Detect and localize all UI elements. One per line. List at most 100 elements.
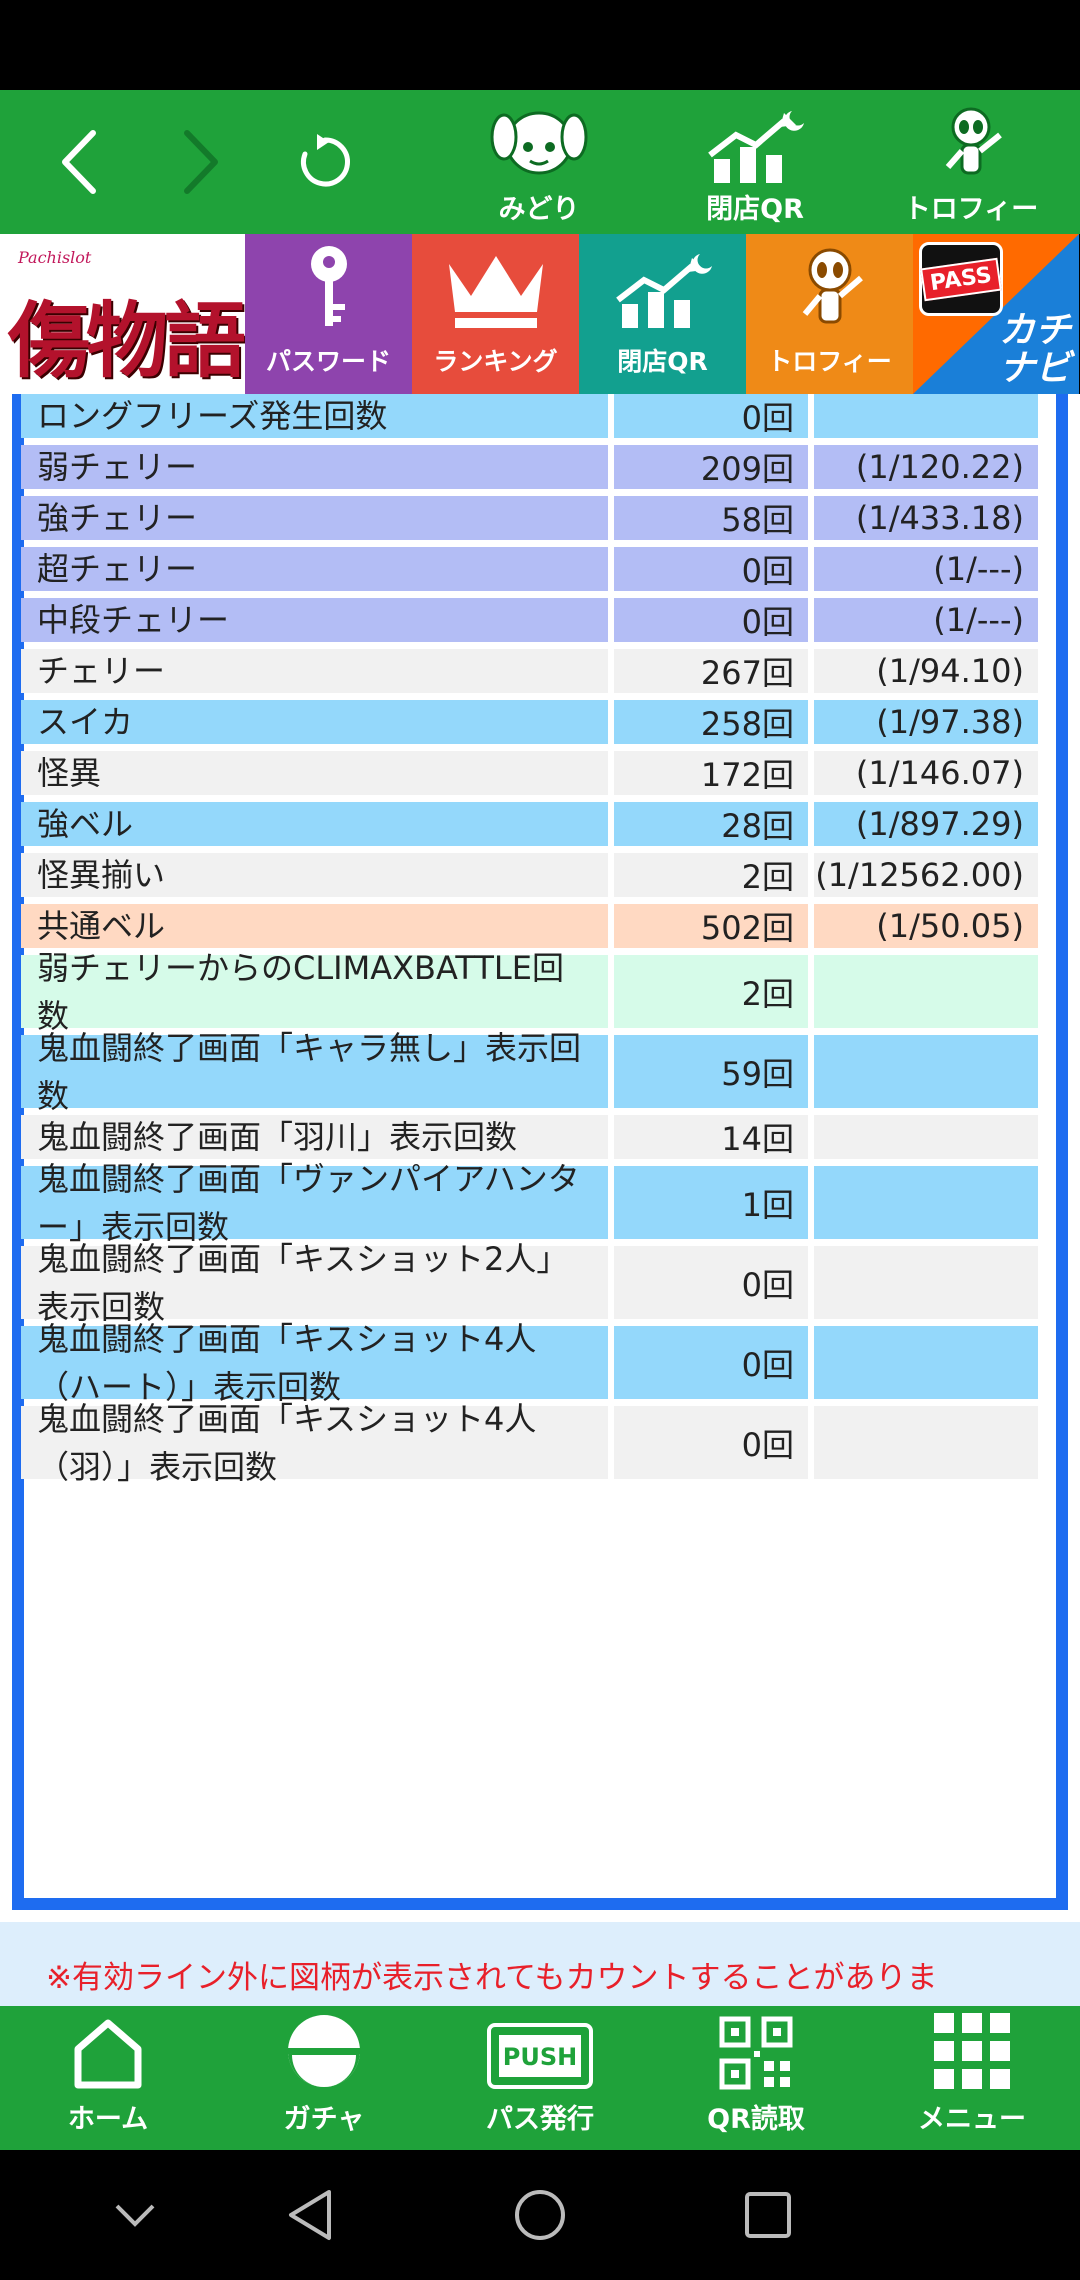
system-home-button[interactable] — [500, 2150, 580, 2280]
table-row: ロングフリーズ発生回数 0回 — [21, 394, 1057, 438]
bottom-nav: ホーム ガチャ PUSH パス発行 QR読取 メニュー — [0, 2006, 1080, 2150]
system-recents-button[interactable] — [728, 2150, 808, 2280]
row-count: 0回 — [614, 394, 808, 438]
table-row: 怪異 172回 (1/146.07) — [21, 751, 1057, 795]
trophy-label: トロフィー — [903, 194, 1039, 225]
row-label: ロングフリーズ発生回数 — [21, 394, 608, 438]
row-count: 0回 — [614, 1406, 808, 1479]
stats-table: ロングフリーズ発生回数 0回 弱チェリー 209回 (1/120.22) 強チェリー 58回… — [21, 394, 1057, 1486]
row-count: 14回 — [614, 1115, 808, 1159]
closing-qr-tile-label: 閉店QR — [617, 347, 708, 376]
midori-character-icon — [490, 111, 588, 175]
table-row: 強ベル 28回 (1/897.29) — [21, 802, 1057, 846]
row-label: 鬼血闘終了画面「ヴァンパイアハンター」表示回数 — [21, 1160, 608, 1246]
row-probability: (1/94.10) — [814, 649, 1038, 693]
status-bar — [0, 0, 1080, 90]
notice-text: ※有効ライン外に図柄が表示されてもカウントすることがありま — [46, 1960, 938, 1996]
row-label: 超チェリー — [21, 547, 608, 591]
system-back-button[interactable] — [270, 2150, 350, 2280]
row-count: 59回 — [614, 1035, 808, 1108]
menu-button[interactable]: メニュー — [864, 2006, 1080, 2150]
table-row: 超チェリー 0回 (1/---) — [21, 547, 1057, 591]
chart-moon-icon — [708, 111, 804, 183]
row-count: 172回 — [614, 751, 808, 795]
row-label: 強ベル — [21, 802, 608, 846]
closing-qr-button[interactable]: 閉店QR — [670, 98, 840, 234]
row-probability: (1/897.29) — [814, 802, 1038, 846]
square-recents-icon — [745, 2192, 791, 2238]
kachinavi-line2: ナビ — [998, 348, 1071, 389]
row-label: 鬼血闘終了画面「キスショット4人（羽）」表示回数 — [21, 1400, 608, 1486]
closing-qr-tile[interactable]: 閉店QR — [579, 234, 746, 394]
midori-label: みどり — [498, 194, 580, 225]
row-probability: (1/120.22) — [814, 445, 1038, 489]
row-probability — [814, 1166, 1038, 1239]
grid-menu-icon — [934, 2013, 1010, 2089]
row-probability — [814, 955, 1038, 1028]
qr-read-button[interactable]: QR読取 — [648, 2006, 864, 2150]
pass-issue-button[interactable]: PUSH パス発行 — [432, 2006, 648, 2150]
crown-icon — [448, 256, 543, 328]
row-probability: (1/433.18) — [814, 496, 1038, 540]
row-probability — [814, 1115, 1038, 1159]
table-row: チェリー 267回 (1/94.10) — [21, 649, 1057, 693]
ranking-label: ランキング — [433, 347, 558, 376]
qr-code-icon — [719, 2016, 793, 2090]
trophy-button[interactable]: トロフィー — [886, 98, 1056, 234]
row-count: 2回 — [614, 853, 808, 897]
table-row: 鬼血闘終了画面「キャラ無し」表示回数 59回 — [21, 1029, 1057, 1115]
pass-badge: PASS — [919, 242, 1003, 316]
table-row: 鬼血闘終了画面「キスショット2人」表示回数 0回 — [21, 1240, 1057, 1326]
circle-home-icon — [515, 2190, 565, 2240]
table-row: 鬼血闘終了画面「キスショット4人（ハート）」表示回数 0回 — [21, 1320, 1057, 1406]
chevron-left-icon — [62, 130, 96, 194]
reload-icon — [301, 134, 350, 187]
row-probability — [814, 1406, 1038, 1479]
reload-button[interactable] — [280, 90, 370, 234]
stats-content[interactable]: ロングフリーズ発生回数 0回 弱チェリー 209回 (1/120.22) 強チェリー 58回… — [0, 394, 1080, 2006]
row-probability: (1/97.38) — [814, 700, 1038, 744]
password-tile[interactable]: パスワード — [245, 234, 412, 394]
row-count: 267回 — [614, 649, 808, 693]
row-count: 58回 — [614, 496, 808, 540]
row-count: 0回 — [614, 598, 808, 642]
row-label: 鬼血闘終了画面「キスショット4人（ハート）」表示回数 — [21, 1320, 608, 1406]
pass-issue-label: パス発行 — [486, 2104, 594, 2135]
table-row: 鬼血闘終了画面「キスショット4人（羽）」表示回数 0回 — [21, 1400, 1057, 1486]
hide-keyboard-button[interactable] — [100, 2150, 170, 2280]
table-row: 鬼血闘終了画面「羽川」表示回数 14回 — [21, 1115, 1057, 1159]
gacha-capsule-icon — [288, 2015, 360, 2087]
logo-main-text: 傷物語 — [8, 293, 245, 389]
back-button[interactable] — [40, 90, 120, 234]
row-probability: (1/---) — [814, 547, 1038, 591]
push-card-icon: PUSH — [487, 2023, 593, 2089]
password-label: パスワード — [265, 347, 391, 376]
chart-moon-icon — [615, 254, 712, 328]
table-row: 共通ベル 502回 (1/50.05) — [21, 904, 1057, 948]
table-row: 弱チェリーからのCLIMAXBATTLE回数 2回 — [21, 949, 1057, 1035]
row-count: 28回 — [614, 802, 808, 846]
forward-button[interactable] — [160, 90, 240, 234]
gacha-label: ガチャ — [283, 2104, 365, 2135]
alien-trophy-icon — [945, 107, 1002, 175]
row-count: 2回 — [614, 955, 808, 1028]
trophy-tile[interactable]: トロフィー — [746, 234, 913, 394]
alien-trophy-icon — [802, 248, 863, 324]
row-label: 中段チェリー — [21, 598, 608, 642]
home-button[interactable]: ホーム — [0, 2006, 216, 2150]
kachinavi-tile[interactable]: PASS カチ ナビ — [913, 234, 1079, 394]
ranking-tile[interactable]: ランキング — [412, 234, 579, 394]
row-probability: (1/146.07) — [814, 751, 1038, 795]
browser-toolbar: みどり 閉店QR トロフィー — [0, 90, 1080, 234]
chevron-right-icon — [184, 130, 218, 194]
row-count: 0回 — [614, 1326, 808, 1399]
midori-button[interactable]: みどり — [454, 98, 624, 234]
gacha-button[interactable]: ガチャ — [216, 2006, 432, 2150]
pass-badge-text: PASS — [920, 257, 1002, 301]
row-label: 鬼血闘終了画面「キスショット2人」表示回数 — [21, 1240, 608, 1326]
row-label: 鬼血闘終了画面「羽川」表示回数 — [21, 1115, 608, 1159]
game-logo[interactable]: Pachislot 傷物語 — [0, 234, 245, 394]
row-count: 502回 — [614, 904, 808, 948]
trophy-tile-label: トロフィー — [767, 347, 892, 376]
table-row: スイカ 258回 (1/97.38) — [21, 700, 1057, 744]
